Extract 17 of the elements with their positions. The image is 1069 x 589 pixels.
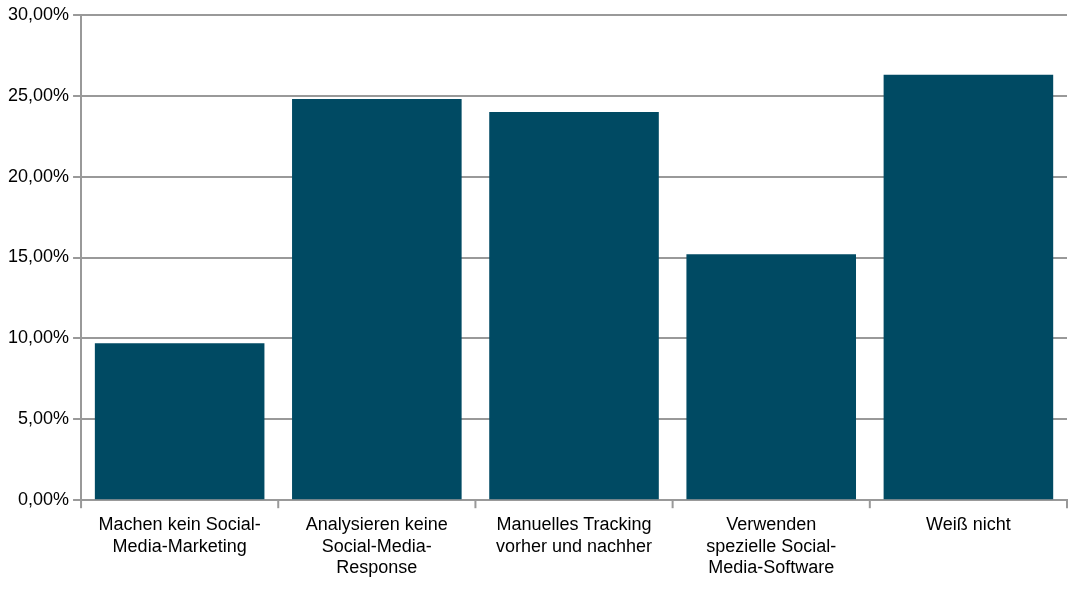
bar (489, 111, 659, 500)
y-tick-label: 10,00% (7, 327, 70, 348)
bar (686, 254, 857, 500)
bar (883, 74, 1054, 500)
bar (292, 98, 462, 500)
y-tick-label: 15,00% (7, 246, 70, 267)
x-tick-label: Weiß nicht (926, 513, 1011, 534)
x-tick-label: Machen kein Social-Media-Marketing (98, 513, 261, 556)
bar (94, 343, 265, 500)
y-tick-label: 30,00% (7, 3, 70, 24)
x-tick-label: Analysieren keine Social-Media-Response (305, 513, 448, 578)
y-tick-label: 5,00% (18, 408, 70, 429)
x-tick-label: Verwenden spezielle Social-Media-Software (706, 513, 837, 578)
y-tick-label: 25,00% (7, 84, 70, 105)
y-tick-label: 0,00% (18, 489, 70, 510)
x-tick-label: Manuelles Tracking vorher und nachher (495, 513, 653, 556)
y-tick-label: 20,00% (7, 165, 70, 186)
